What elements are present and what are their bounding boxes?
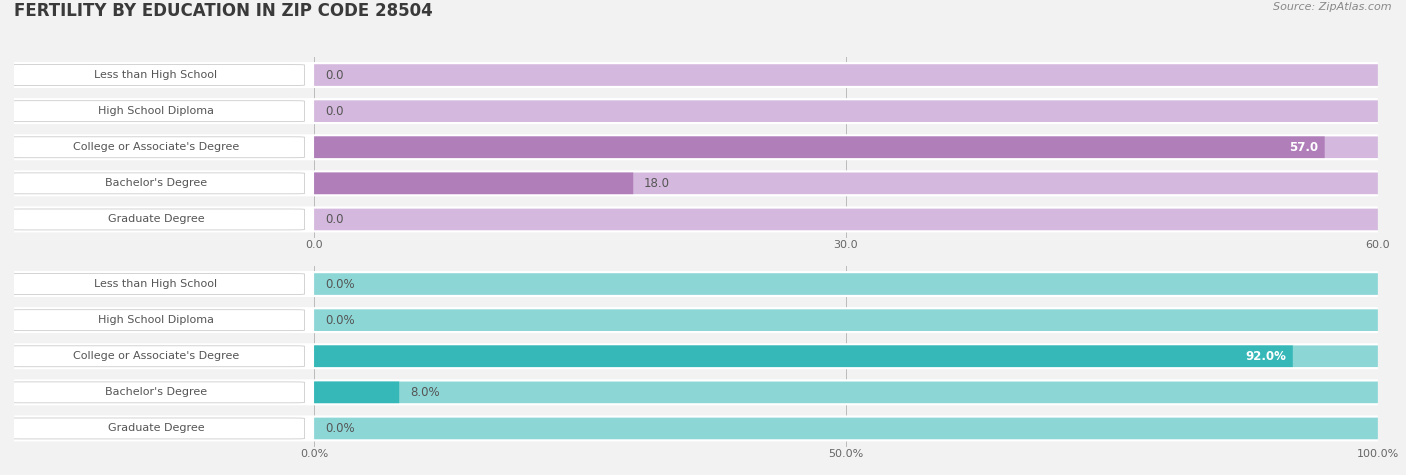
- Text: Less than High School: Less than High School: [94, 70, 218, 80]
- FancyBboxPatch shape: [314, 172, 1378, 194]
- FancyBboxPatch shape: [314, 381, 1378, 403]
- FancyBboxPatch shape: [314, 209, 1378, 230]
- FancyBboxPatch shape: [314, 418, 1378, 439]
- Text: Bachelor's Degree: Bachelor's Degree: [105, 178, 207, 189]
- FancyBboxPatch shape: [7, 382, 305, 403]
- FancyBboxPatch shape: [314, 136, 1324, 158]
- Text: Graduate Degree: Graduate Degree: [108, 423, 204, 434]
- Text: 18.0: 18.0: [644, 177, 671, 190]
- FancyBboxPatch shape: [14, 171, 1378, 196]
- FancyBboxPatch shape: [14, 98, 1378, 124]
- Text: Graduate Degree: Graduate Degree: [108, 214, 204, 225]
- FancyBboxPatch shape: [14, 207, 1378, 232]
- FancyBboxPatch shape: [314, 345, 1378, 367]
- Text: 57.0: 57.0: [1289, 141, 1317, 154]
- Text: 0.0%: 0.0%: [325, 314, 354, 327]
- FancyBboxPatch shape: [7, 346, 305, 367]
- FancyBboxPatch shape: [7, 274, 305, 294]
- Text: High School Diploma: High School Diploma: [98, 106, 214, 116]
- FancyBboxPatch shape: [314, 345, 1292, 367]
- FancyBboxPatch shape: [7, 418, 305, 439]
- FancyBboxPatch shape: [14, 343, 1378, 369]
- FancyBboxPatch shape: [14, 416, 1378, 441]
- Text: 8.0%: 8.0%: [411, 386, 440, 399]
- Text: 0.0%: 0.0%: [325, 277, 354, 291]
- Text: Bachelor's Degree: Bachelor's Degree: [105, 387, 207, 398]
- FancyBboxPatch shape: [14, 62, 1378, 88]
- FancyBboxPatch shape: [7, 101, 305, 122]
- Text: College or Associate's Degree: College or Associate's Degree: [73, 351, 239, 361]
- FancyBboxPatch shape: [314, 381, 399, 403]
- Text: 0.0: 0.0: [325, 104, 343, 118]
- Text: FERTILITY BY EDUCATION IN ZIP CODE 28504: FERTILITY BY EDUCATION IN ZIP CODE 28504: [14, 2, 433, 20]
- Text: 0.0%: 0.0%: [325, 422, 354, 435]
- FancyBboxPatch shape: [14, 380, 1378, 405]
- FancyBboxPatch shape: [7, 173, 305, 194]
- FancyBboxPatch shape: [14, 307, 1378, 333]
- FancyBboxPatch shape: [7, 310, 305, 331]
- FancyBboxPatch shape: [7, 65, 305, 86]
- FancyBboxPatch shape: [7, 209, 305, 230]
- Text: College or Associate's Degree: College or Associate's Degree: [73, 142, 239, 152]
- FancyBboxPatch shape: [314, 136, 1378, 158]
- Text: Less than High School: Less than High School: [94, 279, 218, 289]
- FancyBboxPatch shape: [314, 100, 1378, 122]
- Text: High School Diploma: High School Diploma: [98, 315, 214, 325]
- Text: Source: ZipAtlas.com: Source: ZipAtlas.com: [1274, 2, 1392, 12]
- FancyBboxPatch shape: [14, 134, 1378, 160]
- FancyBboxPatch shape: [7, 137, 305, 158]
- FancyBboxPatch shape: [314, 309, 1378, 331]
- Text: 92.0%: 92.0%: [1246, 350, 1286, 363]
- FancyBboxPatch shape: [14, 271, 1378, 297]
- FancyBboxPatch shape: [314, 273, 1378, 295]
- FancyBboxPatch shape: [314, 172, 633, 194]
- Text: 0.0: 0.0: [325, 213, 343, 226]
- FancyBboxPatch shape: [314, 64, 1378, 86]
- Text: 0.0: 0.0: [325, 68, 343, 82]
